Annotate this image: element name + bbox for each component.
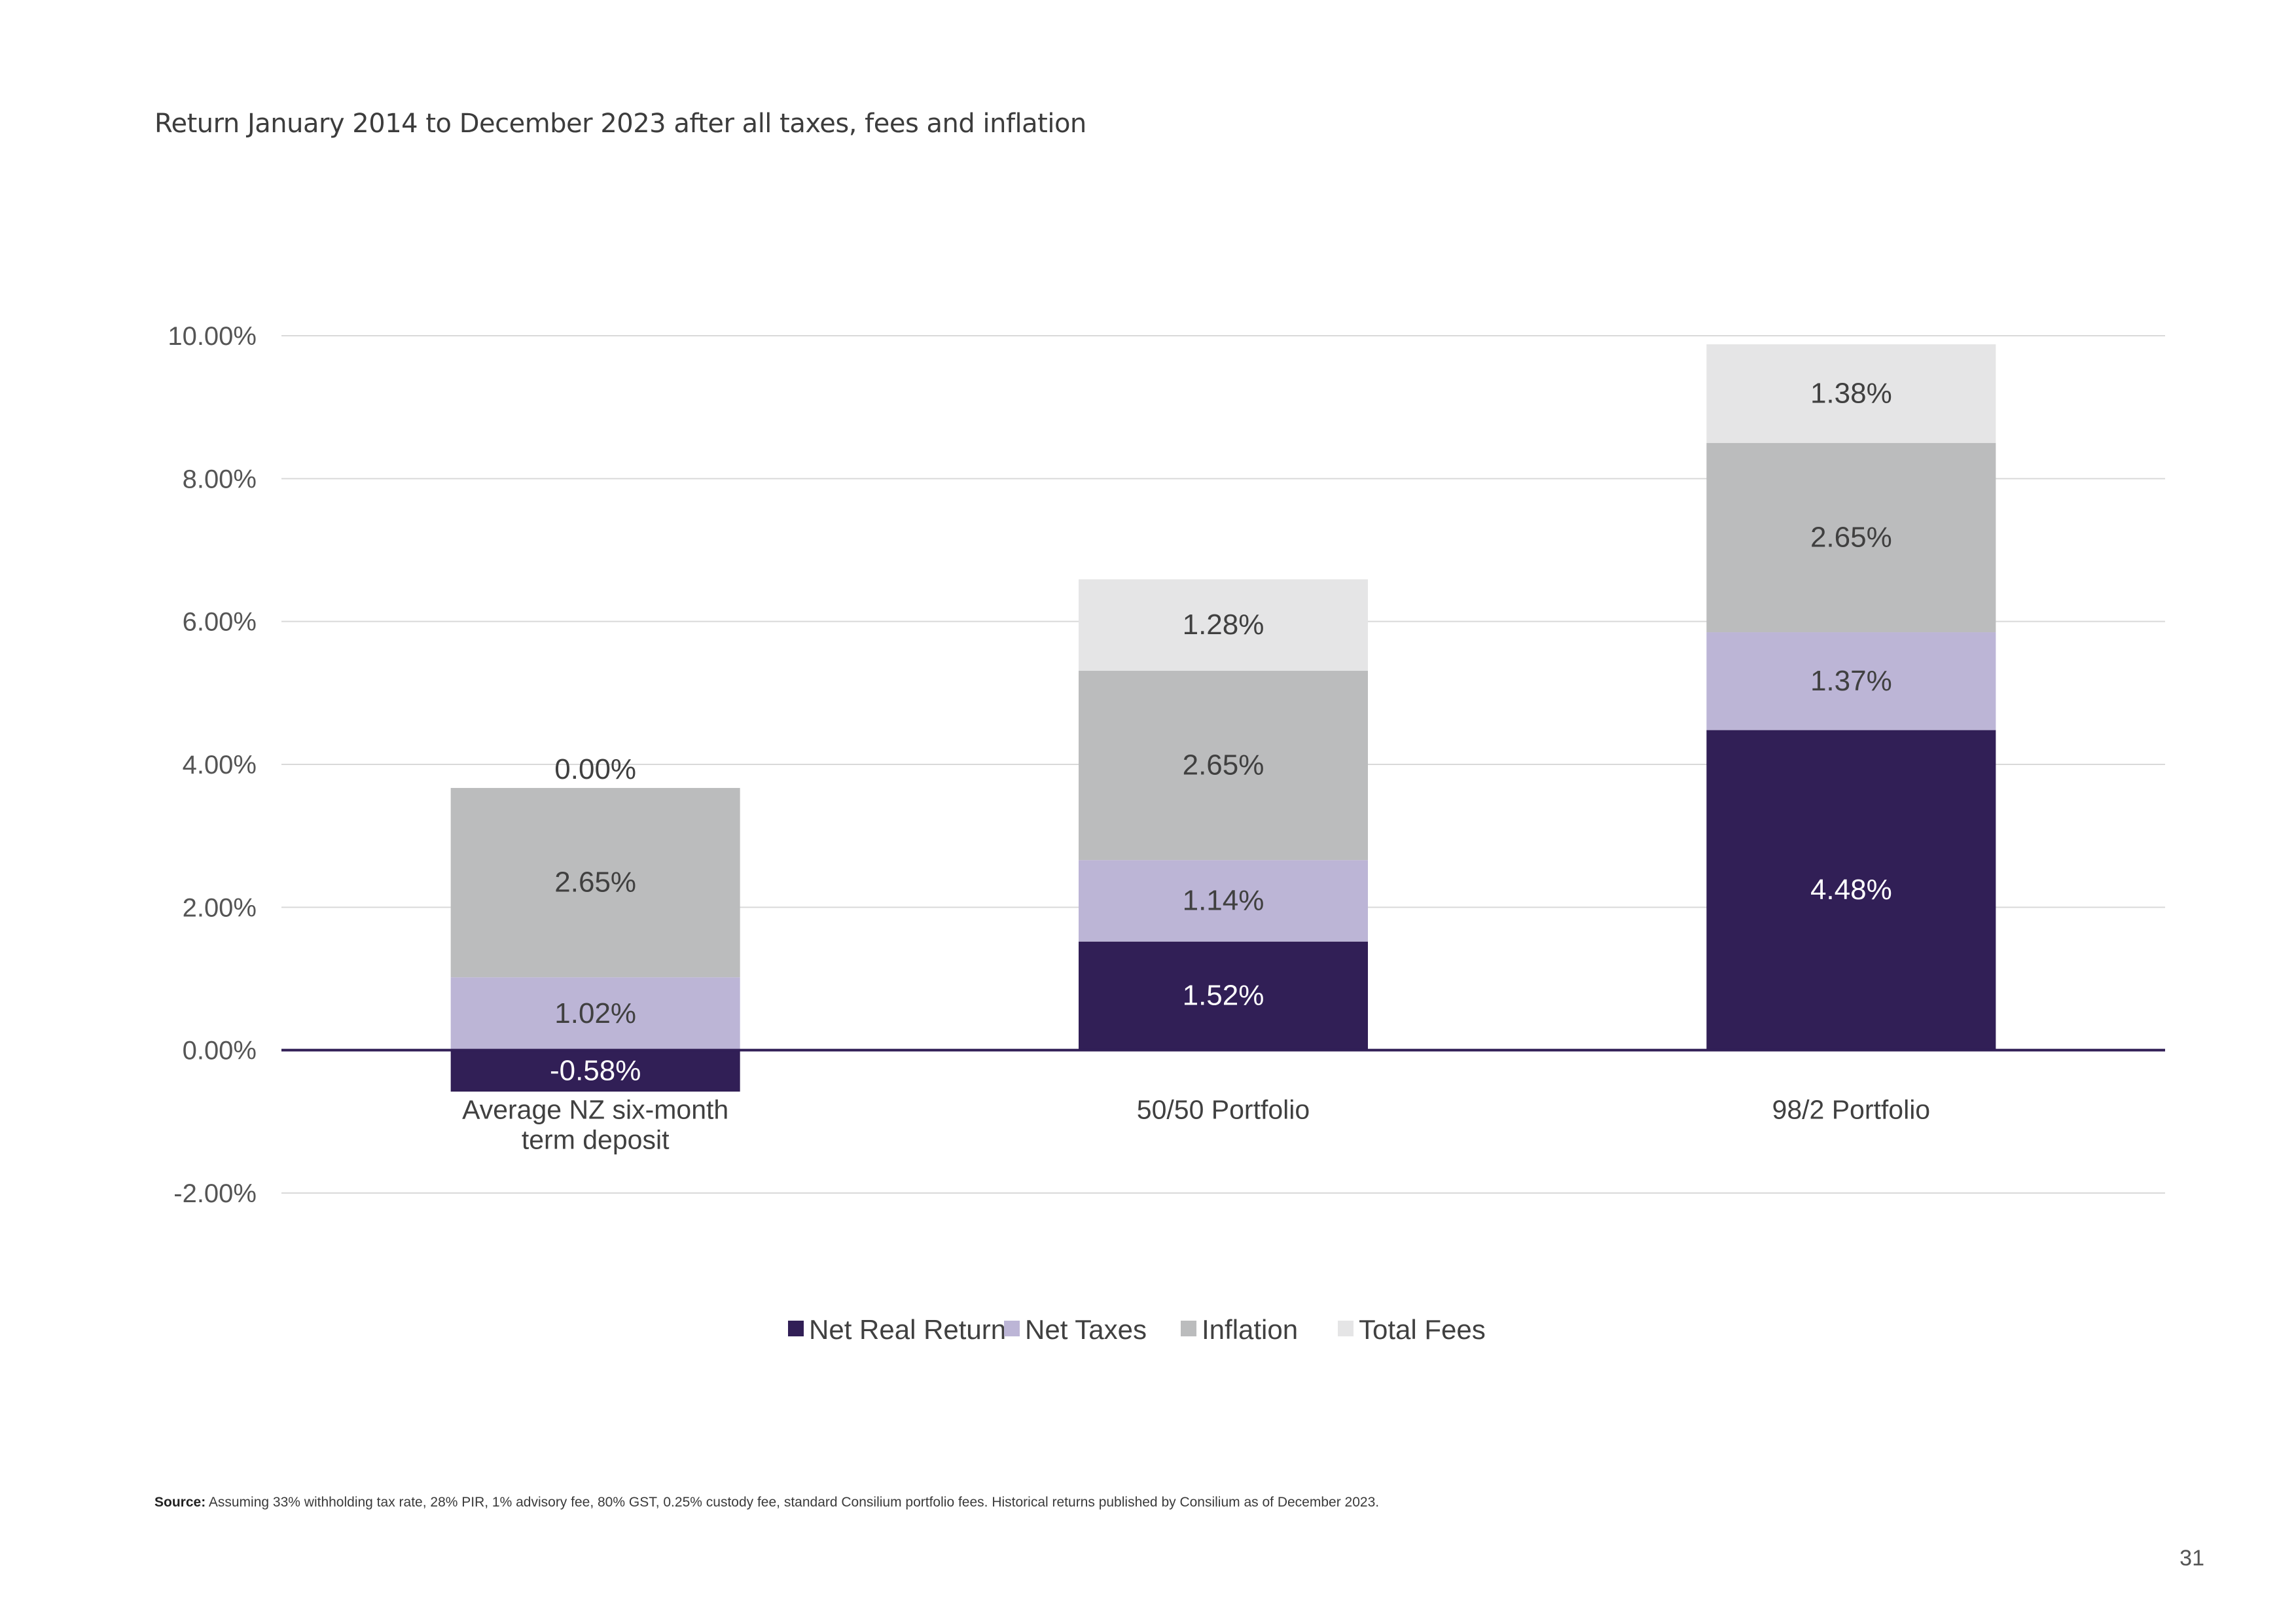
y-tick-label: -2.00% (173, 1179, 257, 1208)
bar-segment-net-taxes (1706, 632, 1996, 730)
bar-segment-total-fees (1706, 344, 1996, 443)
legend-swatch (788, 1321, 804, 1336)
bar-segment-net-real-return (1706, 730, 1996, 1050)
legend-label: Net Taxes (1025, 1314, 1147, 1345)
data-label: 1.37% (1810, 665, 1892, 697)
data-label: 2.65% (1810, 521, 1892, 553)
x-category-label: 50/50 Portfolio (1137, 1095, 1310, 1125)
data-label: 1.28% (1183, 609, 1265, 641)
x-category-label: Average NZ six-month (462, 1095, 728, 1125)
data-label: 1.38% (1810, 377, 1892, 409)
data-label: -0.58% (550, 1054, 641, 1086)
bar-segment-inflation (450, 788, 740, 978)
bar-segment-inflation (1706, 442, 1996, 633)
legend-swatch (1181, 1321, 1196, 1336)
data-label: 1.14% (1183, 885, 1265, 917)
chart-title: Return January 2014 to December 2023 aft… (154, 109, 1086, 139)
page-number: 31 (2179, 1546, 2204, 1571)
bar-segment-net-taxes (1079, 860, 1368, 942)
data-label: 0.00% (554, 753, 636, 785)
bar-segment-net-real-return (1079, 941, 1368, 1050)
data-label: 1.02% (554, 997, 636, 1029)
y-tick-label: 4.00% (183, 751, 257, 779)
source-label: Source: (154, 1495, 206, 1510)
bar-segment-net-real-return (450, 1050, 740, 1092)
y-tick-label: 8.00% (183, 465, 257, 493)
x-category-label: 98/2 Portfolio (1772, 1095, 1931, 1125)
legend-swatch (1338, 1321, 1354, 1336)
source-note: Source: Assuming 33% withholding tax rat… (154, 1495, 1379, 1510)
legend-label: Total Fees (1359, 1314, 1486, 1345)
data-label: 4.48% (1810, 874, 1892, 906)
y-tick-label: 10.00% (168, 322, 257, 351)
y-tick-label: 2.00% (183, 893, 257, 922)
y-tick-label: 0.00% (183, 1037, 257, 1065)
x-category-label: term deposit (522, 1125, 670, 1155)
legend-label: Inflation (1202, 1314, 1298, 1345)
data-label: 2.65% (1183, 749, 1265, 781)
bar-segment-total-fees (1079, 579, 1368, 671)
source-text: Assuming 33% withholding tax rate, 28% P… (208, 1495, 1380, 1510)
legend-swatch (1004, 1321, 1020, 1336)
bar-segment-net-taxes (450, 977, 740, 1050)
data-label: 1.52% (1183, 980, 1265, 1012)
legend-label: Net Real Return (809, 1314, 1006, 1345)
bar-segment-inflation (1079, 670, 1368, 861)
y-tick-label: 6.00% (183, 608, 257, 637)
data-label: 2.65% (554, 866, 636, 899)
